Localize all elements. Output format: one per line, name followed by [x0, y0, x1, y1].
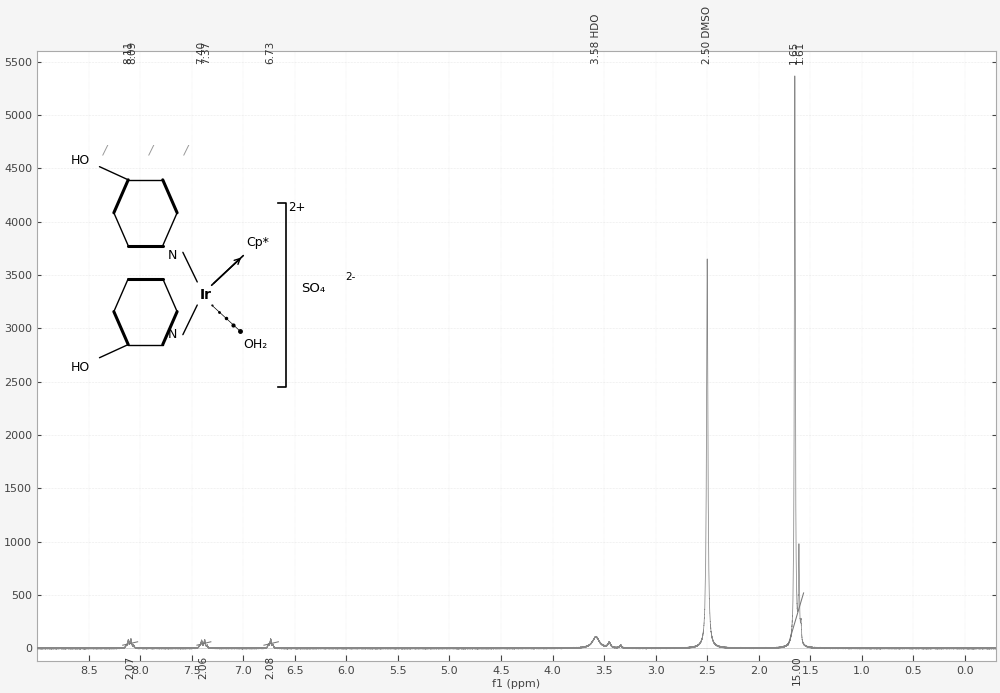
Text: 8.11: 8.11	[123, 41, 133, 64]
Text: 2.50 DMSO: 2.50 DMSO	[702, 6, 712, 64]
Text: 6.73: 6.73	[266, 41, 276, 64]
Text: 2.06: 2.06	[199, 656, 209, 678]
Text: 1.65: 1.65	[789, 41, 799, 64]
Text: 3.58 HDO: 3.58 HDO	[591, 13, 601, 64]
Text: 2.08: 2.08	[266, 656, 276, 678]
Text: 2.07: 2.07	[125, 656, 135, 678]
Text: 7.40: 7.40	[196, 41, 206, 64]
Text: 1.61: 1.61	[795, 41, 805, 64]
Text: 7.37: 7.37	[201, 41, 211, 64]
X-axis label: f1 (ppm): f1 (ppm)	[492, 679, 541, 689]
Text: 15.00: 15.00	[792, 656, 802, 685]
Text: 8.09: 8.09	[127, 41, 137, 64]
